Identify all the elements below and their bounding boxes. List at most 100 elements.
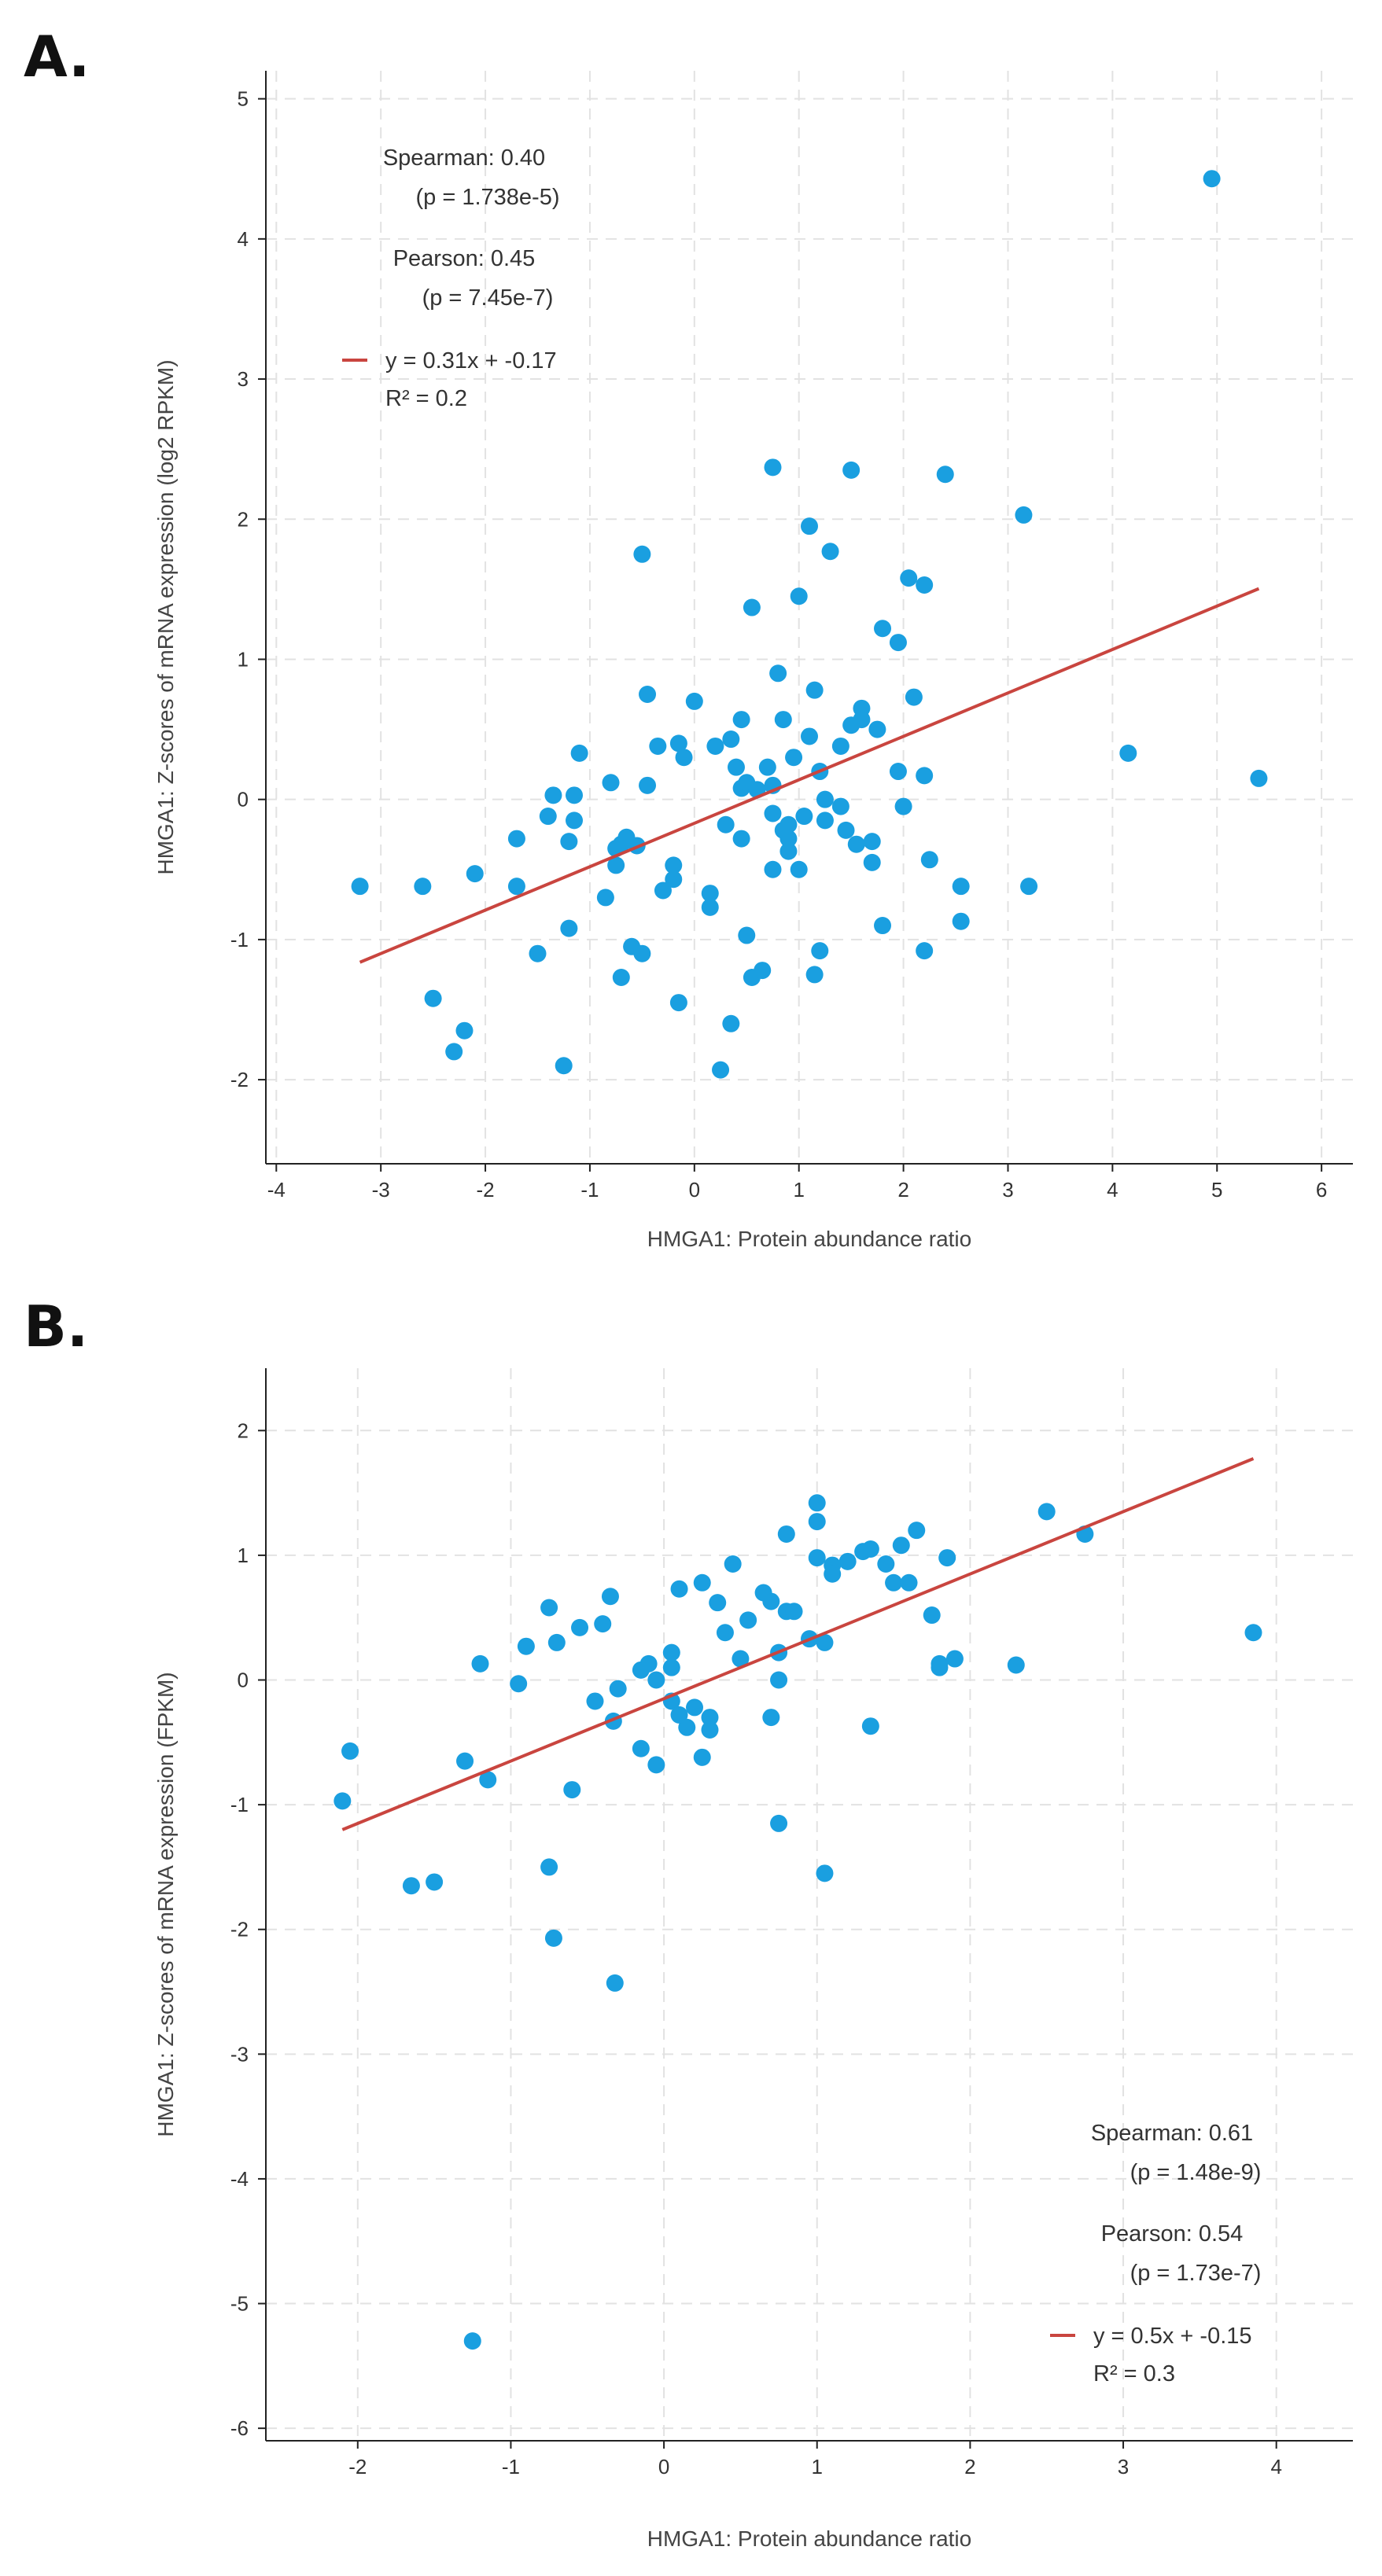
data-point — [544, 1929, 562, 1947]
data-point — [709, 1594, 727, 1612]
data-point — [900, 1573, 918, 1592]
data-point — [874, 917, 892, 935]
y-axis-title: HMGA1: Z-scores of mRNA expression (log2… — [153, 359, 178, 874]
x-tick-label: 1 — [811, 2455, 822, 2478]
spearman-label: Spearman: 0.40 — [383, 145, 545, 171]
y-tick-label: -1 — [230, 1793, 249, 1816]
data-point — [892, 1536, 910, 1555]
data-point — [606, 1974, 624, 1992]
x-axis-title: HMGA1: Protein abundance ratio — [647, 1227, 971, 1251]
regression-equation: y = 0.5x + -0.15 — [1093, 2324, 1252, 2349]
data-point — [936, 466, 954, 484]
y-tick-label: -2 — [230, 1068, 249, 1091]
data-point — [785, 1603, 803, 1621]
data-point — [665, 856, 683, 874]
data-point — [805, 681, 824, 699]
data-point — [351, 878, 369, 896]
data-point — [566, 786, 584, 804]
data-point — [795, 808, 813, 826]
x-axis-title: HMGA1: Protein abundance ratio — [647, 2526, 971, 2551]
x-tick-label: -2 — [348, 2455, 367, 2478]
data-point — [808, 1549, 826, 1567]
x-tick-label: -4 — [267, 1178, 286, 1202]
data-point — [1250, 769, 1268, 787]
data-point — [837, 821, 855, 839]
data-point — [670, 1580, 688, 1598]
data-point — [811, 942, 829, 960]
data-point — [900, 569, 918, 587]
data-point — [712, 1061, 730, 1079]
data-point — [1037, 1503, 1056, 1521]
data-point — [889, 634, 907, 652]
data-point — [779, 830, 798, 848]
pearson-label: Pearson: 0.54 — [1101, 2221, 1244, 2247]
data-point — [801, 517, 818, 535]
data-point — [463, 2332, 481, 2350]
r-squared-label: R² = 0.2 — [385, 386, 467, 411]
data-point — [701, 898, 719, 916]
r-squared-label: R² = 0.3 — [1093, 2361, 1175, 2386]
regression-equation: y = 0.31x + -0.17 — [385, 348, 557, 374]
data-point — [732, 1650, 750, 1668]
data-point — [529, 944, 547, 962]
x-tick-label: 4 — [1270, 2455, 1281, 2478]
data-point — [693, 1748, 711, 1766]
spearman-p-value: (p = 1.738e-5) — [416, 185, 560, 210]
data-point — [539, 808, 557, 826]
y-tick-label: -5 — [230, 2292, 249, 2316]
data-point — [727, 758, 745, 776]
y-tick-label: 0 — [238, 788, 249, 811]
data-point — [670, 1706, 688, 1724]
data-point — [868, 720, 886, 738]
data-point — [920, 851, 938, 869]
data-point — [607, 856, 625, 874]
data-point — [738, 926, 756, 944]
data-point — [816, 790, 834, 808]
data-point — [466, 865, 484, 883]
data-point — [785, 749, 803, 767]
x-tick-label: -1 — [502, 2455, 520, 2478]
data-point — [790, 860, 808, 878]
data-point — [701, 885, 719, 903]
x-tick-label: 2 — [897, 1178, 908, 1202]
data-point — [801, 727, 818, 745]
data-point — [861, 1717, 879, 1735]
data-point — [649, 737, 667, 755]
data-point — [808, 1494, 826, 1512]
data-point — [769, 664, 787, 683]
data-point — [717, 815, 735, 834]
data-point — [908, 1522, 926, 1540]
data-point — [821, 543, 839, 561]
pearson-label: Pearson: 0.45 — [393, 246, 536, 271]
data-point — [764, 860, 782, 878]
data-point — [831, 737, 849, 755]
data-point — [1020, 878, 1038, 896]
x-tick-label: 0 — [658, 2455, 669, 2478]
data-point — [923, 1606, 941, 1625]
y-tick-label: 3 — [238, 367, 249, 391]
data-point — [861, 1540, 879, 1558]
scatter-chart-b: -2 -1 0 1 2 3 4 -6 -5 -4 -3 -2 -1 0 1 2 HMGA1: Protein a… — [153, 1368, 1353, 2551]
data-point — [701, 1709, 719, 1727]
data-point — [774, 711, 792, 729]
x-tick-label: 2 — [964, 2455, 975, 2478]
data-point — [824, 1565, 842, 1583]
data-point — [931, 1654, 949, 1673]
y-tick-label: -2 — [230, 1918, 249, 1941]
data-point — [790, 587, 808, 605]
data-point — [808, 1513, 826, 1531]
data-point — [764, 458, 782, 477]
data-point — [602, 774, 620, 792]
regression-line — [341, 1457, 1255, 1831]
data-point — [662, 1658, 680, 1676]
data-point — [1203, 170, 1221, 188]
data-point — [570, 744, 588, 762]
data-point — [479, 1771, 497, 1789]
data-point — [722, 730, 740, 749]
data-point — [471, 1654, 489, 1673]
data-point — [560, 919, 578, 937]
data-point — [945, 1650, 964, 1668]
data-point — [916, 767, 934, 785]
data-point — [874, 620, 892, 638]
x-tick-label: 5 — [1211, 1178, 1222, 1202]
